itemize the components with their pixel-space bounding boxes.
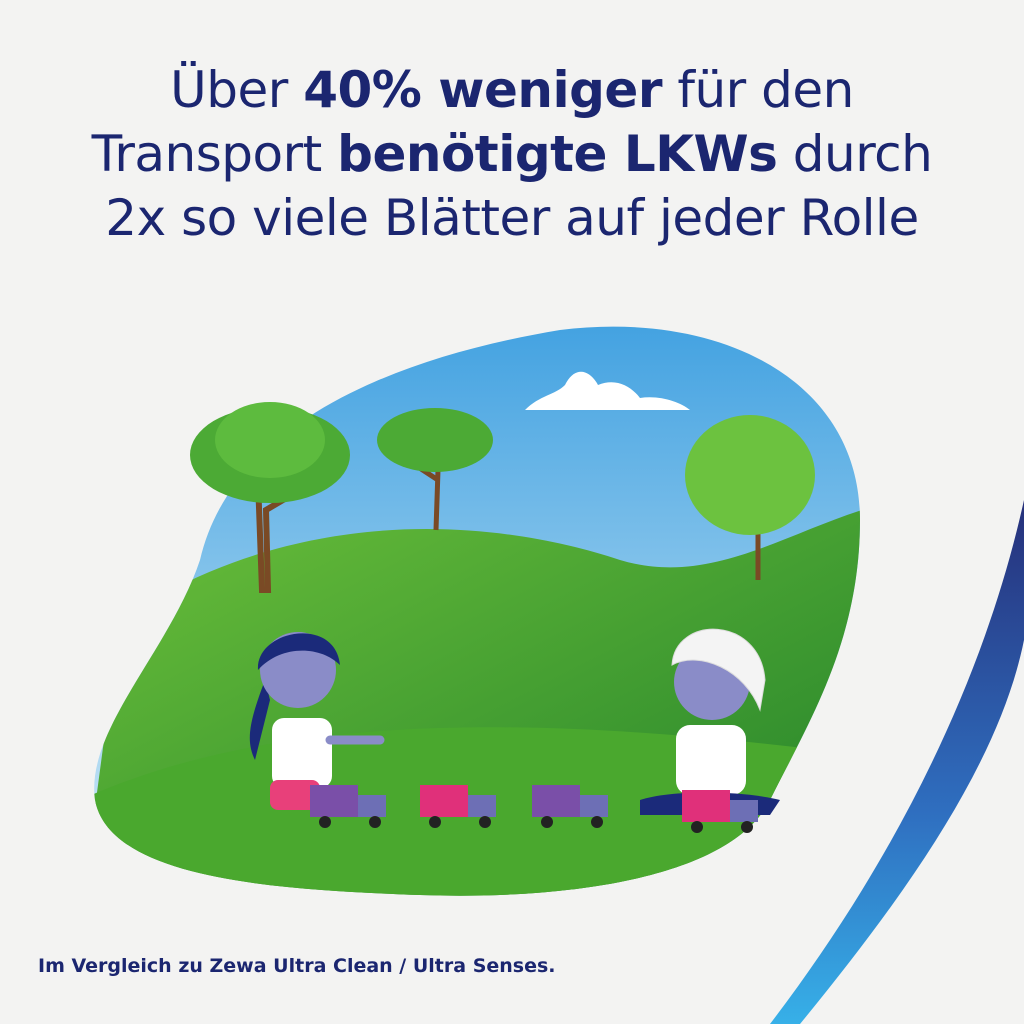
truck-icon [420, 785, 496, 828]
headline-line-1: Über 40% weniger für den [0, 58, 1024, 122]
headline-line-3: 2x so viele Blätter auf jeder Rolle [105, 189, 919, 247]
text: durch [777, 125, 933, 183]
text: für den [662, 61, 854, 119]
tree-icon [377, 408, 493, 531]
truck-icon [310, 785, 386, 828]
truck-icon [532, 785, 608, 828]
swoosh-decoration [770, 500, 1024, 1024]
highlight: benötigte LKWs [337, 125, 778, 183]
landscape-blob [94, 326, 860, 896]
text: Über [170, 61, 304, 119]
text: Transport [91, 125, 338, 183]
truck-icon [682, 790, 758, 833]
headline-line-2: Transport benötigte LKWs durch [0, 122, 1024, 186]
tree-icon [685, 415, 815, 580]
highlight: 40% weniger [303, 61, 662, 119]
headline: Über 40% weniger für den Transport benöt… [0, 58, 1024, 250]
tree-icon [190, 402, 350, 593]
footnote: Im Vergleich zu Zewa Ultra Clean / Ultra… [38, 955, 556, 977]
child-icon [249, 632, 385, 810]
cloud-icon [525, 371, 690, 410]
